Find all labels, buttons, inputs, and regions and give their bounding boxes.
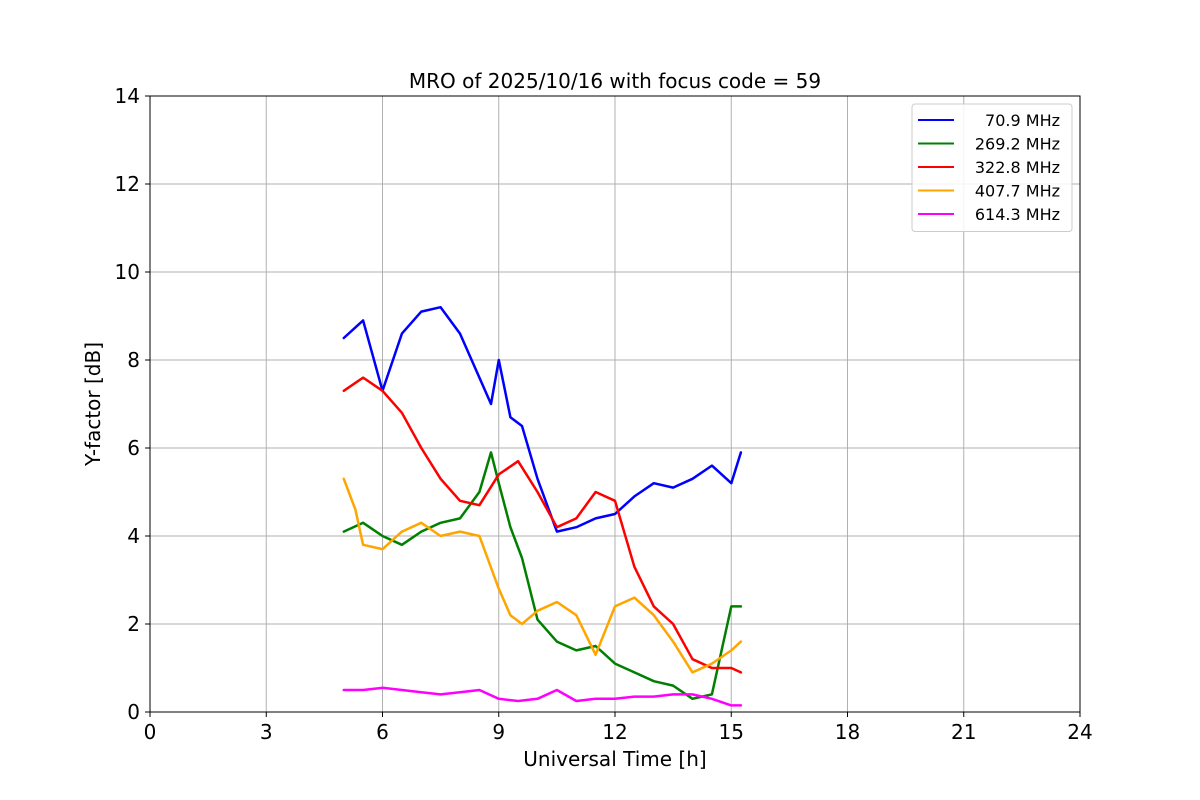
x-axis-label: Universal Time [h]	[523, 747, 706, 771]
series-line-3	[342, 376, 743, 674]
x-tick-label: 15	[719, 720, 744, 744]
x-tick-label: 6	[376, 720, 389, 744]
series-line-1	[342, 305, 743, 533]
y-tick-label: 12	[115, 172, 140, 196]
y-axis-label: Y-factor [dB]	[81, 342, 105, 467]
y-tick-label: 10	[115, 260, 140, 284]
legend-box	[911, 103, 1073, 232]
y-tick-label: 4	[127, 524, 140, 548]
legend-label: 322.8 MHz	[975, 158, 1060, 177]
y-tick-label: 2	[127, 612, 140, 636]
legend-label: 70.9 MHz	[985, 111, 1060, 130]
y-tick-label: 8	[127, 348, 140, 372]
x-tick-label: 24	[1067, 720, 1092, 744]
x-tick-label: 3	[260, 720, 273, 744]
legend-label: 407.7 MHz	[975, 182, 1060, 201]
x-tick-label: 18	[835, 720, 860, 744]
series-line-5	[342, 686, 743, 707]
legend-label: 614.3 MHz	[975, 205, 1060, 224]
chart-title: MRO of 2025/10/16 with focus code = 59	[409, 69, 821, 93]
legend-label: 269.2 MHz	[975, 135, 1060, 154]
series-line-4	[342, 477, 743, 674]
series-line-2	[342, 451, 743, 701]
y-tick-label: 0	[127, 700, 140, 724]
x-tick-label: 21	[951, 720, 976, 744]
y-tick-label: 14	[115, 84, 140, 108]
legend: 70.9 MHz 269.2 MHz 322.8 MHz 407.7 MHz 614.3…	[911, 103, 1073, 232]
y-tick-label: 6	[127, 436, 140, 460]
series-layer	[342, 305, 743, 707]
x-tick-label: 9	[492, 720, 505, 744]
x-tick-label: 12	[602, 720, 627, 744]
x-tick-label: 0	[144, 720, 157, 744]
